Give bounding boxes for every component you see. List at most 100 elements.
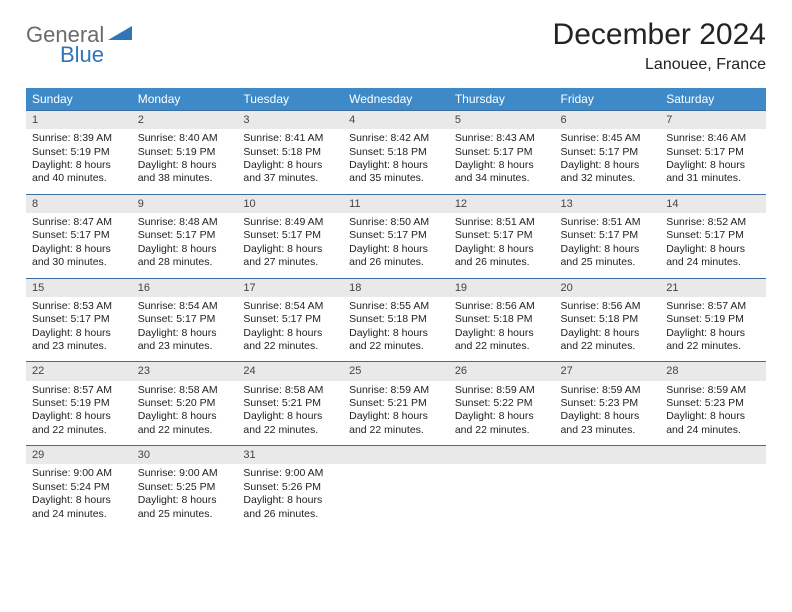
day-body: Sunrise: 8:42 AMSunset: 5:18 PMDaylight:… bbox=[343, 129, 449, 194]
day-body: Sunrise: 9:00 AMSunset: 5:25 PMDaylight:… bbox=[132, 464, 238, 529]
sunrise-line: Sunrise: 9:00 AM bbox=[32, 467, 112, 479]
sunset-line: Sunset: 5:17 PM bbox=[455, 229, 533, 241]
calendar-day-cell: 29Sunrise: 9:00 AMSunset: 5:24 PMDayligh… bbox=[26, 446, 132, 530]
sunrise-line: Sunrise: 8:50 AM bbox=[349, 216, 429, 228]
sunset-line: Sunset: 5:19 PM bbox=[32, 146, 110, 158]
daylight-line: Daylight: 8 hours and 32 minutes. bbox=[561, 159, 640, 184]
day-body: Sunrise: 8:47 AMSunset: 5:17 PMDaylight:… bbox=[26, 213, 132, 278]
calendar-empty-cell bbox=[555, 446, 661, 530]
logo-word2: Blue bbox=[60, 44, 104, 66]
sunrise-line: Sunrise: 8:59 AM bbox=[349, 384, 429, 396]
calendar-day-cell: 20Sunrise: 8:56 AMSunset: 5:18 PMDayligh… bbox=[555, 278, 661, 362]
day-body: Sunrise: 8:40 AMSunset: 5:19 PMDaylight:… bbox=[132, 129, 238, 194]
day-number: 30 bbox=[132, 446, 238, 464]
daylight-line: Daylight: 8 hours and 30 minutes. bbox=[32, 243, 111, 268]
day-number: 2 bbox=[132, 111, 238, 129]
day-body: Sunrise: 8:45 AMSunset: 5:17 PMDaylight:… bbox=[555, 129, 661, 194]
day-number: 22 bbox=[26, 362, 132, 380]
day-body: Sunrise: 9:00 AMSunset: 5:24 PMDaylight:… bbox=[26, 464, 132, 529]
day-body: Sunrise: 8:52 AMSunset: 5:17 PMDaylight:… bbox=[660, 213, 766, 278]
day-body: Sunrise: 8:48 AMSunset: 5:17 PMDaylight:… bbox=[132, 213, 238, 278]
day-body: Sunrise: 8:59 AMSunset: 5:23 PMDaylight:… bbox=[660, 381, 766, 446]
sunrise-line: Sunrise: 8:58 AM bbox=[138, 384, 218, 396]
day-body: Sunrise: 9:00 AMSunset: 5:26 PMDaylight:… bbox=[237, 464, 343, 529]
day-number: 23 bbox=[132, 362, 238, 380]
weekday-header: Tuesday bbox=[237, 88, 343, 111]
sunset-line: Sunset: 5:17 PM bbox=[666, 146, 744, 158]
day-number: 15 bbox=[26, 279, 132, 297]
day-number: 24 bbox=[237, 362, 343, 380]
sunset-line: Sunset: 5:21 PM bbox=[349, 397, 427, 409]
day-number: 28 bbox=[660, 362, 766, 380]
calendar-week-row: 22Sunrise: 8:57 AMSunset: 5:19 PMDayligh… bbox=[26, 362, 766, 446]
sunset-line: Sunset: 5:20 PM bbox=[138, 397, 216, 409]
sunset-line: Sunset: 5:23 PM bbox=[561, 397, 639, 409]
sunrise-line: Sunrise: 8:55 AM bbox=[349, 300, 429, 312]
calendar-day-cell: 8Sunrise: 8:47 AMSunset: 5:17 PMDaylight… bbox=[26, 194, 132, 278]
day-body: Sunrise: 8:51 AMSunset: 5:17 PMDaylight:… bbox=[555, 213, 661, 278]
day-body: Sunrise: 8:58 AMSunset: 5:21 PMDaylight:… bbox=[237, 381, 343, 446]
sunrise-line: Sunrise: 8:59 AM bbox=[561, 384, 641, 396]
sunset-line: Sunset: 5:25 PM bbox=[138, 481, 216, 493]
calendar-empty-cell bbox=[660, 446, 766, 530]
logo: General Blue bbox=[26, 18, 134, 66]
sunrise-line: Sunrise: 9:00 AM bbox=[138, 467, 218, 479]
daylight-line: Daylight: 8 hours and 40 minutes. bbox=[32, 159, 111, 184]
daylight-line: Daylight: 8 hours and 37 minutes. bbox=[243, 159, 322, 184]
calendar-day-cell: 12Sunrise: 8:51 AMSunset: 5:17 PMDayligh… bbox=[449, 194, 555, 278]
weekday-header: Saturday bbox=[660, 88, 766, 111]
calendar-day-cell: 26Sunrise: 8:59 AMSunset: 5:22 PMDayligh… bbox=[449, 362, 555, 446]
day-number: 17 bbox=[237, 279, 343, 297]
sunset-line: Sunset: 5:21 PM bbox=[243, 397, 321, 409]
day-number: 6 bbox=[555, 111, 661, 129]
sunset-line: Sunset: 5:17 PM bbox=[349, 229, 427, 241]
calendar-day-cell: 7Sunrise: 8:46 AMSunset: 5:17 PMDaylight… bbox=[660, 111, 766, 195]
day-body: Sunrise: 8:56 AMSunset: 5:18 PMDaylight:… bbox=[449, 297, 555, 362]
calendar-week-row: 15Sunrise: 8:53 AMSunset: 5:17 PMDayligh… bbox=[26, 278, 766, 362]
calendar-day-cell: 15Sunrise: 8:53 AMSunset: 5:17 PMDayligh… bbox=[26, 278, 132, 362]
weekday-header: Thursday bbox=[449, 88, 555, 111]
day-body: Sunrise: 8:49 AMSunset: 5:17 PMDaylight:… bbox=[237, 213, 343, 278]
calendar-week-row: 1Sunrise: 8:39 AMSunset: 5:19 PMDaylight… bbox=[26, 111, 766, 195]
daylight-line: Daylight: 8 hours and 22 minutes. bbox=[138, 410, 217, 435]
daylight-line: Daylight: 8 hours and 26 minutes. bbox=[455, 243, 534, 268]
sunset-line: Sunset: 5:17 PM bbox=[32, 229, 110, 241]
daylight-line: Daylight: 8 hours and 28 minutes. bbox=[138, 243, 217, 268]
sunrise-line: Sunrise: 8:46 AM bbox=[666, 132, 746, 144]
sunset-line: Sunset: 5:17 PM bbox=[243, 229, 321, 241]
sunrise-line: Sunrise: 8:42 AM bbox=[349, 132, 429, 144]
daylight-line: Daylight: 8 hours and 26 minutes. bbox=[349, 243, 428, 268]
sunrise-line: Sunrise: 8:48 AM bbox=[138, 216, 218, 228]
calendar-day-cell: 13Sunrise: 8:51 AMSunset: 5:17 PMDayligh… bbox=[555, 194, 661, 278]
calendar-day-cell: 21Sunrise: 8:57 AMSunset: 5:19 PMDayligh… bbox=[660, 278, 766, 362]
calendar-day-cell: 18Sunrise: 8:55 AMSunset: 5:18 PMDayligh… bbox=[343, 278, 449, 362]
calendar-empty-cell bbox=[449, 446, 555, 530]
sunset-line: Sunset: 5:19 PM bbox=[138, 146, 216, 158]
daylight-line: Daylight: 8 hours and 34 minutes. bbox=[455, 159, 534, 184]
calendar-day-cell: 4Sunrise: 8:42 AMSunset: 5:18 PMDaylight… bbox=[343, 111, 449, 195]
day-body: Sunrise: 8:55 AMSunset: 5:18 PMDaylight:… bbox=[343, 297, 449, 362]
daylight-line: Daylight: 8 hours and 26 minutes. bbox=[243, 494, 322, 519]
day-number: 14 bbox=[660, 195, 766, 213]
daylight-line: Daylight: 8 hours and 23 minutes. bbox=[32, 327, 111, 352]
daylight-line: Daylight: 8 hours and 24 minutes. bbox=[666, 410, 745, 435]
sunset-line: Sunset: 5:18 PM bbox=[561, 313, 639, 325]
calendar-day-cell: 6Sunrise: 8:45 AMSunset: 5:17 PMDaylight… bbox=[555, 111, 661, 195]
day-number: 7 bbox=[660, 111, 766, 129]
logo-text: General Blue bbox=[26, 24, 104, 66]
daylight-line: Daylight: 8 hours and 22 minutes. bbox=[666, 327, 745, 352]
sunrise-line: Sunrise: 8:56 AM bbox=[561, 300, 641, 312]
sunrise-line: Sunrise: 9:00 AM bbox=[243, 467, 323, 479]
day-body: Sunrise: 8:50 AMSunset: 5:17 PM Daylight:… bbox=[343, 213, 449, 278]
calendar-day-cell: 14Sunrise: 8:52 AMSunset: 5:17 PMDayligh… bbox=[660, 194, 766, 278]
daylight-line: Daylight: 8 hours and 23 minutes. bbox=[138, 327, 217, 352]
sunrise-line: Sunrise: 8:59 AM bbox=[455, 384, 535, 396]
sunrise-line: Sunrise: 8:51 AM bbox=[455, 216, 535, 228]
sunrise-line: Sunrise: 8:59 AM bbox=[666, 384, 746, 396]
sunset-line: Sunset: 5:22 PM bbox=[455, 397, 533, 409]
day-body: Sunrise: 8:58 AMSunset: 5:20 PMDaylight:… bbox=[132, 381, 238, 446]
daylight-line: Daylight: 8 hours and 22 minutes. bbox=[455, 410, 534, 435]
day-number: 10 bbox=[237, 195, 343, 213]
day-body: Sunrise: 8:41 AMSunset: 5:18 PMDaylight:… bbox=[237, 129, 343, 194]
sunrise-line: Sunrise: 8:57 AM bbox=[32, 384, 112, 396]
